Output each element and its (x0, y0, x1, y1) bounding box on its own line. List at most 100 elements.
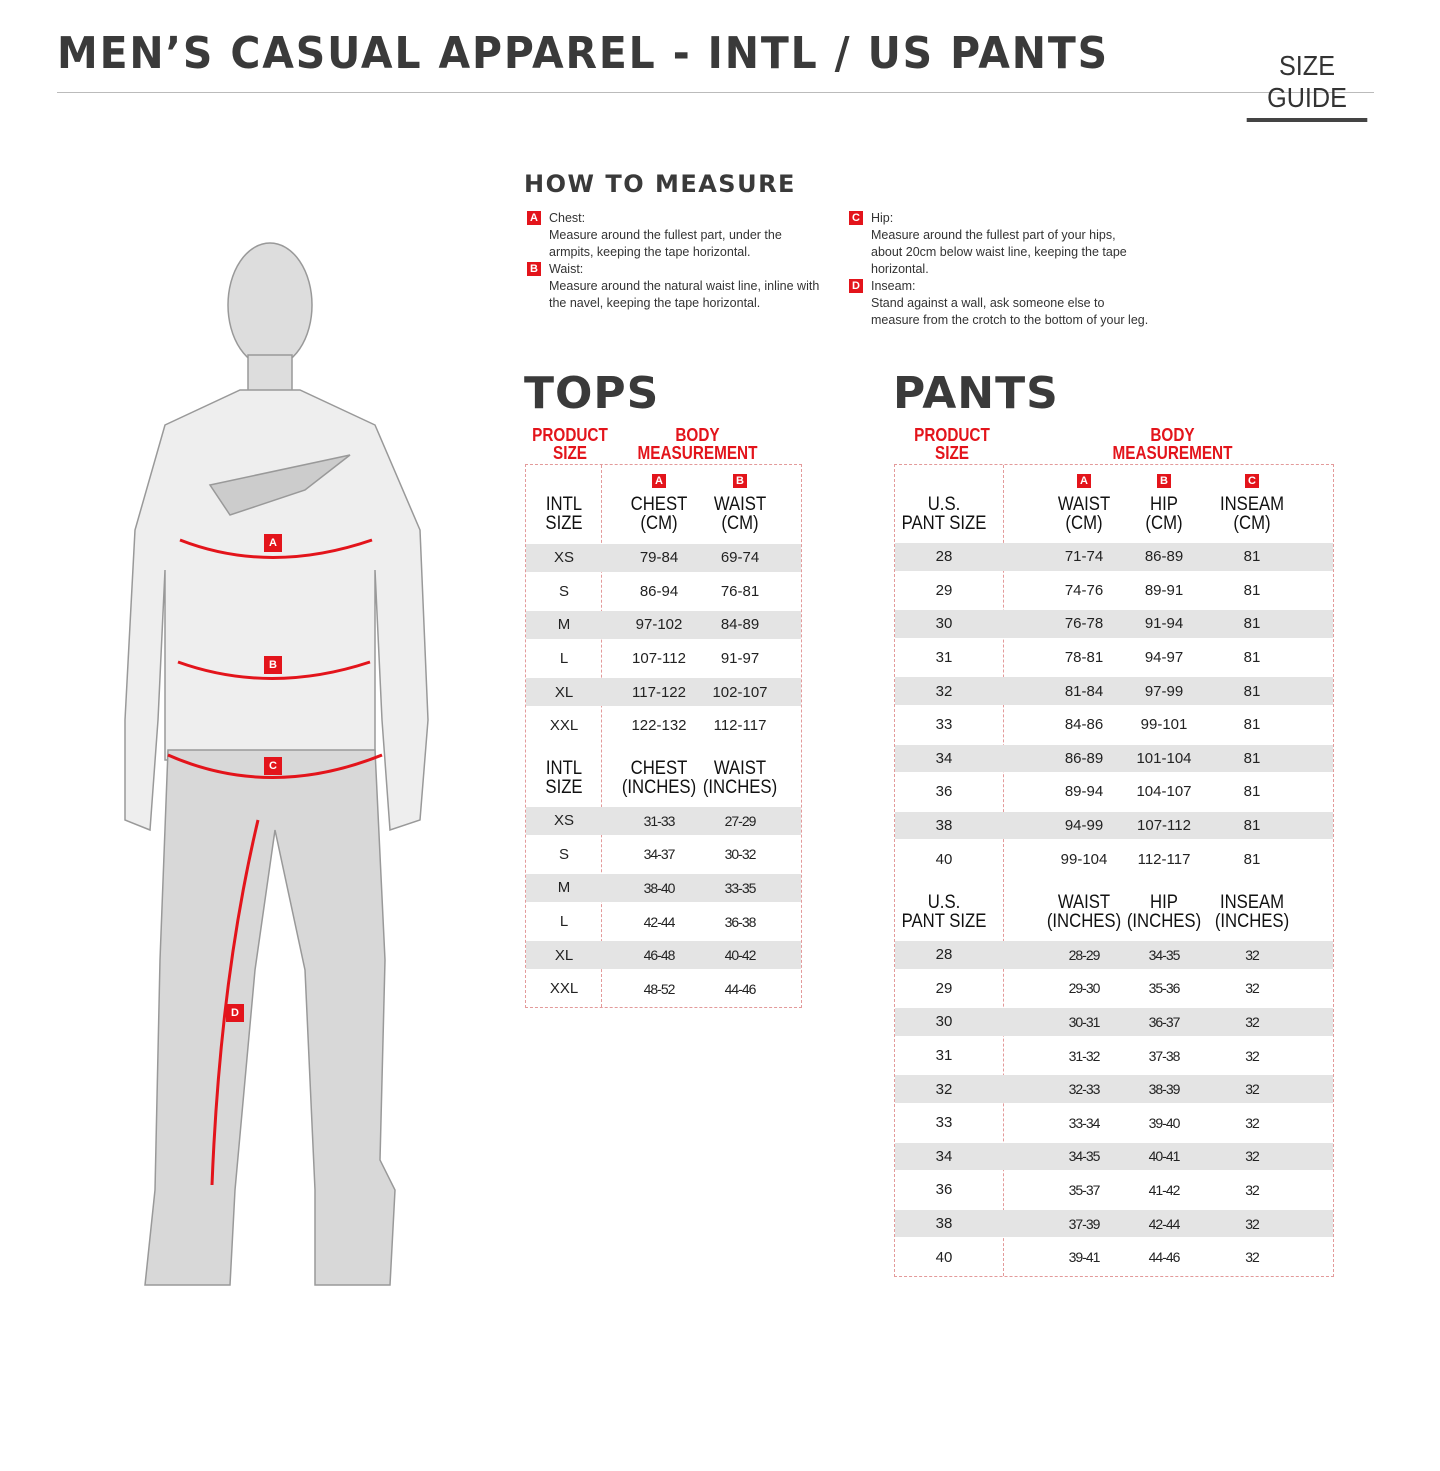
measurement-cell: 34-37 (643, 846, 676, 863)
measurement-cell: 32 (1245, 946, 1260, 963)
table-row: XS 31-33 27-29 (526, 807, 801, 835)
pants-cm-header-1: WAIST (CM) (1057, 494, 1111, 534)
measurement-cell: 42-44 (1148, 1215, 1181, 1232)
table-row: S 34-37 30-32 (526, 841, 801, 869)
table-row: L 107-112 91-97 (526, 645, 801, 673)
measurement-cell: 91-94 (1144, 615, 1184, 633)
column-divider (601, 465, 602, 1007)
table-row: 34 34-35 40-41 32 (895, 1142, 1333, 1171)
measurement-cell: 86-94 (639, 582, 679, 600)
size-cell: S (558, 845, 570, 863)
measure-item-inseam: D Inseam: Stand against a wall, ask someon… (849, 278, 1149, 329)
label-d-badge: D (226, 1004, 244, 1022)
size-cell: 36 (935, 1181, 953, 1199)
measurement-cell: 91-97 (720, 650, 760, 668)
tops-cm-header-1: CHEST (CM) (630, 494, 688, 534)
measurement-cell: 81 (1243, 649, 1261, 667)
measure-item-chest: A Chest: Measure around the fullest part, … (527, 210, 827, 261)
table-row: M 97-102 84-89 (526, 611, 801, 639)
size-cell: 31 (935, 649, 953, 667)
measure-letter-badge: C (1245, 474, 1259, 488)
table-row: S 86-94 76-81 (526, 578, 801, 606)
tops-cm-header-2: WAIST (CM) (713, 494, 767, 534)
size-cell: 38 (935, 817, 953, 835)
measurement-cell: 79-84 (639, 549, 679, 567)
measurement-cell: 31-32 (1068, 1047, 1101, 1064)
measurement-cell: 122-132 (631, 717, 687, 735)
size-guide-label: SIZE GUIDE (1246, 50, 1368, 122)
measurement-cell: 32-33 (1068, 1081, 1101, 1098)
pants-cm-header-0: U.S. PANT SIZE (901, 494, 987, 534)
waist-badge: B (527, 262, 541, 276)
measurement-cell: 112-117 (713, 717, 767, 735)
measurement-cell: 81 (1243, 749, 1261, 767)
measurement-cell: 117-122 (632, 683, 686, 701)
table-row: 40 39-41 44-46 32 (895, 1243, 1333, 1271)
table-row: XL 117-122 102-107 (526, 678, 801, 706)
measurement-cell: 38-39 (1148, 1081, 1181, 1098)
measurement-cell: 81 (1243, 850, 1261, 868)
table-row: 28 28-29 34-35 32 (895, 941, 1333, 969)
table-row: 33 84-86 99-101 81 (895, 711, 1333, 739)
measurement-cell: 32 (1245, 1249, 1260, 1266)
measure-text: Measure around the fullest part, under t… (549, 228, 782, 259)
tops-inches-header-0: INTL SIZE (545, 758, 583, 798)
measurement-cell: 69-74 (720, 549, 760, 567)
measurement-cell: 81-84 (1064, 682, 1104, 700)
measurement-cell: 97-102 (635, 616, 683, 634)
measurement-cell: 89-91 (1144, 581, 1184, 599)
pants-inches-header-3: INSEAM (INCHES) (1214, 892, 1290, 932)
measurement-cell: 81 (1243, 682, 1261, 700)
tops-inches-header-1: CHEST (INCHES) (621, 758, 697, 798)
measurement-cell: 27-29 (724, 812, 757, 829)
size-cell: XS (553, 549, 575, 567)
table-row: XXL 122-132 112-117 (526, 712, 801, 740)
size-cell: XL (554, 683, 574, 701)
size-cell: M (557, 879, 571, 897)
measurement-cell: 48-52 (643, 980, 676, 997)
hip-badge: C (849, 211, 863, 225)
measurement-cell: 32 (1245, 1047, 1260, 1064)
pants-heading: PANTS (893, 368, 1059, 419)
size-cell: 34 (935, 1147, 953, 1165)
size-cell: 34 (935, 749, 953, 767)
table-row: 30 30-31 36-37 32 (895, 1008, 1333, 1036)
measurement-cell: 101-104 (1136, 749, 1192, 767)
measurement-cell: 102-107 (712, 683, 768, 701)
table-row: 32 32-33 38-39 32 (895, 1075, 1333, 1103)
table-row: 38 94-99 107-112 81 (895, 811, 1333, 840)
size-cell: 40 (935, 850, 953, 868)
column-divider (1003, 465, 1004, 1276)
tops-heading: TOPS (524, 368, 660, 419)
size-cell: M (557, 616, 571, 634)
size-cell: S (558, 582, 570, 600)
measurement-cell: 86-89 (1144, 548, 1184, 566)
size-cell: 28 (935, 946, 953, 964)
table-row: 32 81-84 97-99 81 (895, 677, 1333, 705)
size-cell: 30 (935, 1013, 953, 1031)
measurement-cell: 34-35 (1068, 1148, 1101, 1165)
table-row: 31 78-81 94-97 81 (895, 644, 1333, 672)
table-row: 34 86-89 101-104 81 (895, 744, 1333, 773)
measurement-cell: 39-40 (1148, 1114, 1181, 1131)
pants-inches-header-1: WAIST (INCHES) (1046, 892, 1122, 932)
size-cell: XXL (549, 717, 579, 735)
measurement-cell: 107-112 (1137, 817, 1191, 835)
measure-column-right: C Hip: Measure around the fullest part of … (849, 210, 1149, 329)
size-cell: 40 (935, 1248, 953, 1266)
measure-letter-badge: A (652, 474, 666, 488)
measurement-cell: 94-99 (1064, 817, 1104, 835)
measure-name: Inseam: (871, 279, 916, 293)
table-row: 36 35-37 41-42 32 (895, 1176, 1333, 1204)
size-cell: 29 (935, 581, 953, 599)
tops-body-measurement-label: BODY MEASUREMENT (637, 425, 758, 463)
size-cell: 30 (935, 615, 953, 633)
page-title: MEN’S CASUAL APPAREL - INTL / US PANTS (57, 28, 1109, 79)
measure-text: Measure around the fullest part of your … (871, 228, 1127, 276)
measurement-cell: 36-37 (1148, 1013, 1181, 1030)
measurement-cell: 112-117 (1137, 850, 1191, 868)
measurement-cell: 81 (1243, 581, 1261, 599)
measurement-cell: 46-48 (643, 947, 676, 964)
measurement-cell: 32 (1245, 1114, 1260, 1131)
measurement-cell: 40-41 (1148, 1148, 1181, 1165)
